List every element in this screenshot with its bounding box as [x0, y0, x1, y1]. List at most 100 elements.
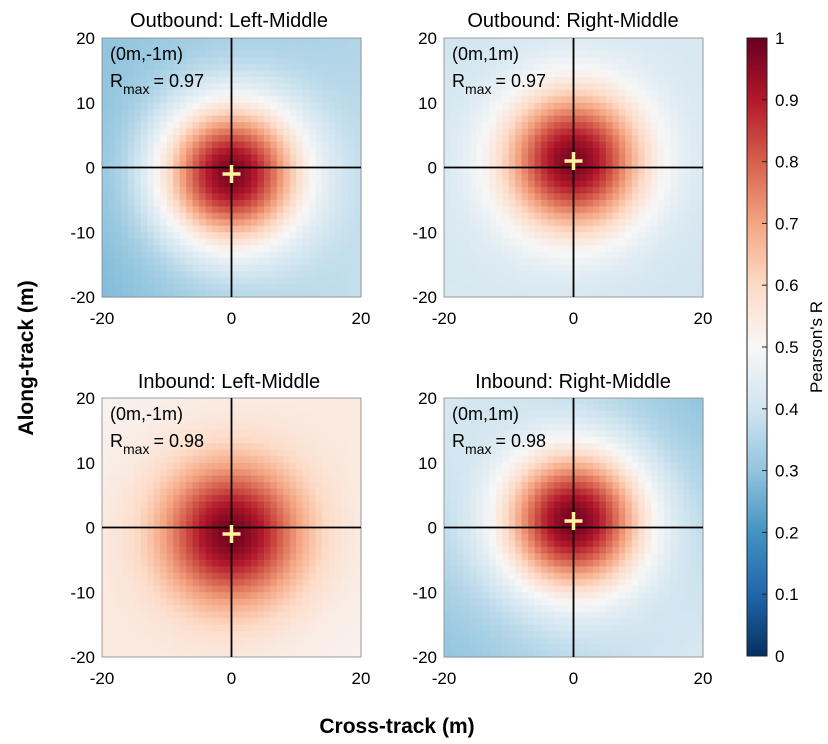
- heatmap-cell: [638, 277, 646, 285]
- heatmap-cell: [625, 89, 633, 97]
- heatmap-cell: [335, 271, 343, 279]
- heatmap-cell: [108, 154, 116, 162]
- heatmap-cell: [302, 167, 310, 175]
- heatmap-cell: [579, 122, 588, 130]
- heatmap-cell: [276, 232, 284, 240]
- heatmap-cell: [102, 527, 110, 535]
- heatmap-cell: [270, 264, 278, 272]
- heatmap-cell: [618, 83, 626, 91]
- heatmap-cell: [102, 128, 110, 136]
- heatmap-cell: [121, 232, 129, 240]
- heatmap-cell: [237, 475, 246, 483]
- heatmap-cell: [153, 63, 161, 71]
- heatmap-cell: [309, 508, 317, 516]
- heatmap-cell: [134, 410, 142, 419]
- heatmap-cell: [573, 212, 581, 220]
- heatmap-cell: [651, 225, 659, 233]
- heatmap-cell: [153, 57, 161, 65]
- heatmap-cell: [108, 148, 116, 156]
- heatmap-cell: [683, 70, 691, 78]
- heatmap-cell: [231, 579, 239, 587]
- heatmap-cell: [250, 618, 258, 626]
- heatmap-cell: [199, 225, 207, 233]
- heatmap-cell: [502, 50, 510, 59]
- heatmap-cell: [547, 258, 555, 266]
- heatmap-cell: [114, 475, 123, 483]
- heatmap-cell: [102, 404, 110, 412]
- heatmap-cell: [173, 277, 181, 285]
- heatmap-cell: [134, 449, 142, 457]
- heatmap-cell: [515, 284, 523, 292]
- heatmap-cell: [599, 167, 607, 175]
- heatmap-cell: [134, 624, 142, 632]
- heatmap-cell: [250, 271, 258, 279]
- heatmap-cell: [586, 212, 594, 220]
- heatmap-cell: [567, 154, 575, 162]
- heatmap-cell: [173, 264, 181, 272]
- heatmap-cell: [270, 430, 278, 438]
- heatmap-cell: [192, 186, 200, 194]
- heatmap-cell: [644, 258, 652, 266]
- heatmap-cell: [140, 443, 148, 451]
- heatmap-cell: [489, 417, 497, 425]
- heatmap-cell: [444, 122, 452, 130]
- heatmap-cell: [134, 495, 142, 503]
- heatmap-cell: [456, 70, 465, 78]
- heatmap-cell: [690, 238, 698, 246]
- heatmap-cell: [114, 462, 123, 470]
- heatmap-cell: [140, 579, 148, 587]
- heatmap-cell: [560, 115, 568, 123]
- heatmap-cell: [199, 456, 207, 464]
- heatmap-cell: [670, 225, 678, 233]
- heatmap-cell: [502, 128, 510, 136]
- heatmap-cell: [270, 70, 278, 78]
- heatmap-cell: [218, 186, 226, 194]
- heatmap-cell: [625, 284, 633, 292]
- heatmap-cell: [690, 277, 698, 285]
- heatmap-cell: [631, 141, 639, 149]
- rmax-label: Rmax = 0.97: [452, 71, 546, 97]
- heatmap-cell: [166, 475, 174, 483]
- heatmap-cell: [534, 180, 542, 188]
- heatmap-cell: [547, 232, 555, 240]
- heatmap-cell: [199, 193, 207, 201]
- heatmap-cell: [335, 398, 343, 406]
- heatmap-cell: [127, 89, 135, 97]
- heatmap-cell: [599, 410, 607, 419]
- heatmap-cell: [192, 264, 200, 272]
- heatmap-cell: [121, 161, 129, 169]
- heatmap-cell: [515, 290, 523, 298]
- heatmap-cell: [341, 122, 349, 130]
- heatmap-cell: [153, 495, 161, 503]
- heatmap-cell: [121, 592, 129, 600]
- heatmap-cell: [612, 70, 620, 78]
- heatmap-cell: [309, 193, 317, 201]
- heatmap-cell: [257, 277, 265, 285]
- heatmap-cell: [677, 284, 685, 292]
- heatmap-cell: [140, 650, 148, 658]
- heatmap-cell: [515, 76, 523, 84]
- heatmap-cell: [257, 417, 265, 425]
- heatmap-cell: [153, 404, 161, 412]
- heatmap-cell: [179, 423, 187, 431]
- heatmap-cell: [625, 115, 633, 123]
- heatmap-cell: [547, 135, 555, 143]
- heatmap-cell: [335, 232, 343, 240]
- heatmap-cell: [302, 277, 310, 285]
- heatmap-cell: [296, 501, 304, 509]
- heatmap-cell: [186, 180, 194, 188]
- heatmap-cell: [237, 38, 246, 46]
- heatmap-cell: [270, 277, 278, 285]
- heatmap-cell: [612, 219, 620, 227]
- heatmap-cell: [186, 70, 194, 78]
- heatmap-cell: [690, 245, 698, 253]
- heatmap-cell: [541, 50, 549, 59]
- heatmap-cell: [237, 592, 246, 600]
- heatmap-cell: [225, 128, 233, 136]
- heatmap-cell: [121, 475, 129, 483]
- heatmap-cell: [270, 135, 278, 143]
- heatmap-cell: [482, 38, 490, 46]
- heatmap-cell: [296, 449, 304, 457]
- heatmap-cell: [586, 271, 594, 279]
- heatmap-cell: [341, 109, 349, 117]
